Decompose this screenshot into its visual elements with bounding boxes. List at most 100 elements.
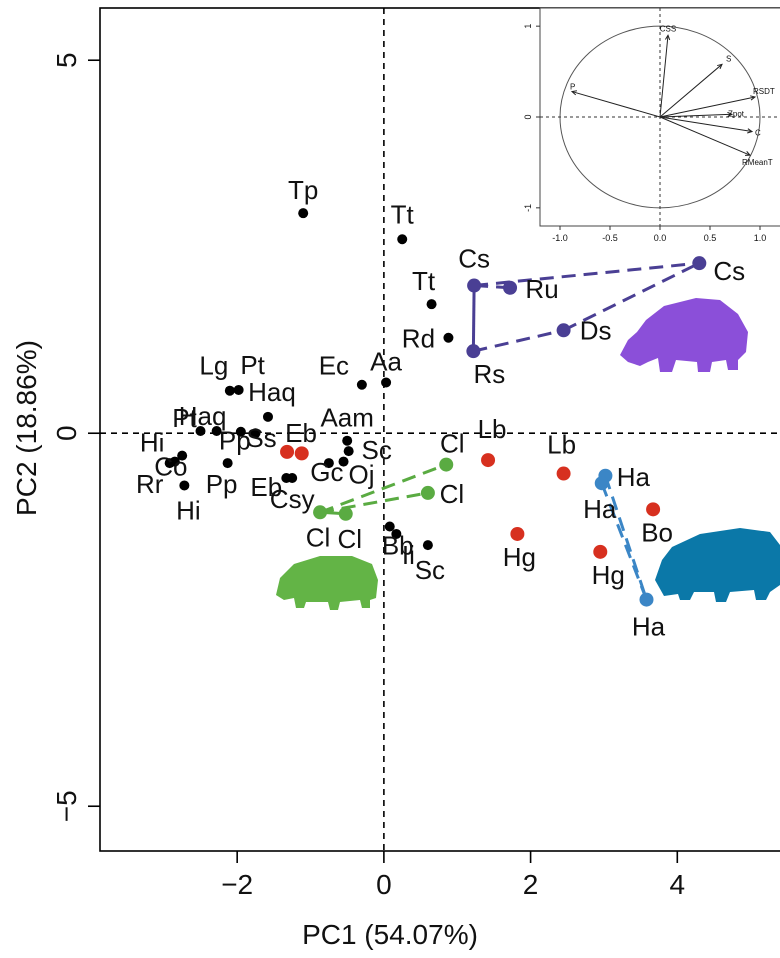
loading-vector-label: C <box>755 129 761 138</box>
loading-arrowhead <box>744 151 752 156</box>
y-tick-label: 0 <box>51 425 82 441</box>
point-label: Csy <box>270 484 315 514</box>
point-label: Oj <box>349 460 375 490</box>
loading-arrowhead <box>750 95 757 101</box>
loading-arrowhead <box>570 90 578 96</box>
point-other <box>179 480 190 491</box>
loading-vector-label: RMeanT <box>742 158 773 167</box>
point-other <box>391 528 402 539</box>
point-label: Ha <box>632 612 666 642</box>
point-label: Ds <box>580 315 612 345</box>
y-tick-label: −5 <box>51 790 82 822</box>
loading-vector <box>659 116 753 133</box>
point-label: Pt <box>172 403 197 433</box>
loadings-inset: -1.0 -0.5 0.0 0.5 1.0 -1 0 1 CSS S P RSDT Zpot C RMean… <box>523 7 780 243</box>
loading-vector <box>659 63 723 118</box>
point-label: Rs <box>473 359 505 389</box>
point-label: Ii <box>402 540 415 570</box>
point-other <box>250 428 261 439</box>
group-link-green <box>319 463 447 514</box>
point-label: Sc <box>362 435 392 465</box>
point-rhino <box>466 344 481 359</box>
point-label: Rr <box>136 469 164 499</box>
point-label: Co <box>154 452 187 482</box>
point-label: Tp <box>288 175 318 205</box>
x-tick-label: −2 <box>221 869 253 900</box>
point-hippo_red <box>556 466 571 481</box>
point-label: Cl <box>337 524 362 554</box>
point-label: Ec <box>319 351 349 381</box>
point-label: Ha <box>617 462 651 492</box>
point-label: Ha <box>583 494 617 524</box>
point-other <box>224 385 235 396</box>
point-other <box>287 472 298 483</box>
point-other <box>222 458 233 469</box>
point-label: Hg <box>503 542 536 572</box>
point-label: Rd <box>402 324 435 354</box>
point-label: Eb <box>285 418 317 448</box>
point-other <box>397 234 408 245</box>
point-label: Sc <box>415 555 445 585</box>
plot-frame: −2 0 2 4 −5 0 5 PC1 (54.07%) PC2 (18.86%) <box>11 7 780 950</box>
point-hippo_red <box>593 544 608 559</box>
point-label: Cs <box>713 256 745 286</box>
point-other <box>262 411 273 422</box>
point-other <box>381 377 392 388</box>
point-other <box>195 425 206 436</box>
inset-x-tick-label: -0.5 <box>602 233 618 243</box>
point-label: Cl <box>440 429 465 459</box>
loading-arrowhead <box>717 63 723 70</box>
point-other <box>177 450 188 461</box>
point-label: Hi <box>140 428 165 458</box>
y-tick-label: 5 <box>51 52 82 68</box>
point-other <box>323 458 334 469</box>
point-green <box>338 506 353 521</box>
point-rhino <box>467 278 482 293</box>
point-green <box>439 457 454 472</box>
point-other <box>384 521 395 532</box>
point-label: Aam <box>320 403 373 433</box>
point-label: Cl <box>440 479 465 509</box>
point-label: Hg <box>592 560 625 590</box>
point-other <box>211 425 222 436</box>
point-hippo_red <box>646 502 661 517</box>
group-link-rhino <box>473 328 564 353</box>
point-rhino <box>556 323 571 338</box>
point-label: Cl <box>306 522 331 552</box>
point-hippo_blue <box>594 476 609 491</box>
inset-y-tick-label: -1 <box>523 204 533 212</box>
x-tick-label: 4 <box>670 869 686 900</box>
x-axis-title: PC1 (54.07%) <box>302 919 478 950</box>
rhino-silhouette <box>620 298 748 372</box>
inset-y-tick-label: 1 <box>523 24 533 29</box>
group-link-rhino <box>562 261 700 332</box>
point-label: Bo <box>641 517 673 547</box>
loading-vector-label: P <box>570 83 575 92</box>
point-hippo_red <box>280 444 295 459</box>
point-other <box>298 208 309 219</box>
point-label: Haq <box>248 377 296 407</box>
inset-x-tick-label: 0.0 <box>654 233 667 243</box>
point-other <box>164 458 175 469</box>
point-label: Pp <box>206 469 238 499</box>
point-green <box>313 505 328 520</box>
point-other <box>422 540 433 551</box>
point-other <box>343 446 354 457</box>
group-link-rhino <box>473 261 700 288</box>
loading-vector <box>659 35 669 118</box>
animal-silhouettes <box>276 298 780 610</box>
point-label: Ss <box>246 423 276 453</box>
point-other <box>233 384 244 395</box>
point-hippo_blue <box>639 592 654 607</box>
point-label: Gc <box>310 457 343 487</box>
loading-arrowhead <box>727 111 734 118</box>
inset-x-tick-label: 1.0 <box>754 233 767 243</box>
point-other <box>235 426 246 437</box>
inset-x-tick-label: 0.5 <box>704 233 717 243</box>
point-label: Lb <box>478 414 507 444</box>
loading-vector-label: S <box>726 54 731 63</box>
point-label: Aa <box>370 347 402 377</box>
loading-vector <box>659 116 751 156</box>
group-link-green <box>319 491 429 514</box>
